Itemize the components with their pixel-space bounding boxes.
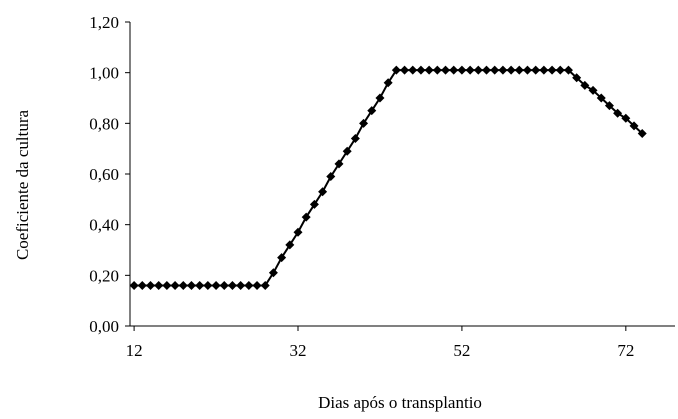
marker <box>482 65 492 75</box>
marker <box>588 85 598 95</box>
marker <box>252 280 262 290</box>
marker <box>465 65 475 75</box>
y-tick-label: 0,00 <box>89 317 119 336</box>
y-tick-label: 0,20 <box>89 266 119 285</box>
marker <box>637 128 647 138</box>
marker <box>449 65 459 75</box>
marker <box>195 280 205 290</box>
marker <box>613 108 623 118</box>
marker <box>580 80 590 90</box>
marker <box>424 65 434 75</box>
marker <box>244 280 254 290</box>
marker <box>129 280 139 290</box>
marker <box>227 280 237 290</box>
marker <box>219 280 229 290</box>
y-tick-label: 0,60 <box>89 165 119 184</box>
marker <box>359 118 369 128</box>
marker <box>162 280 172 290</box>
marker <box>596 93 606 103</box>
marker <box>375 93 385 103</box>
marker <box>260 280 270 290</box>
marker <box>342 146 352 156</box>
x-tick-label: 32 <box>290 341 307 360</box>
x-tick-label: 52 <box>453 341 470 360</box>
x-axis-title: Dias após o transplantio <box>318 393 482 412</box>
marker <box>563 65 573 75</box>
marker <box>268 268 278 278</box>
marker <box>473 65 483 75</box>
marker <box>457 65 467 75</box>
marker <box>145 280 155 290</box>
marker <box>572 73 582 83</box>
marker <box>490 65 500 75</box>
x-tick-label: 12 <box>126 341 143 360</box>
marker <box>367 106 377 116</box>
marker <box>309 199 319 209</box>
x-tick-label: 72 <box>617 341 634 360</box>
marker <box>531 65 541 75</box>
y-axis-title: Coeficiente da cultura <box>13 110 32 261</box>
marker <box>539 65 549 75</box>
marker <box>350 134 360 144</box>
marker <box>211 280 221 290</box>
marker <box>236 280 246 290</box>
marker <box>498 65 508 75</box>
marker <box>186 280 196 290</box>
marker <box>383 78 393 88</box>
marker <box>277 253 287 263</box>
marker <box>547 65 557 75</box>
y-tick-label: 0,40 <box>89 216 119 235</box>
marker <box>416 65 426 75</box>
marker <box>170 280 180 290</box>
marker <box>203 280 213 290</box>
marker <box>522 65 532 75</box>
marker <box>629 121 639 131</box>
marker <box>514 65 524 75</box>
marker <box>334 159 344 169</box>
marker <box>506 65 516 75</box>
marker <box>293 227 303 237</box>
marker <box>604 101 614 111</box>
marker <box>326 172 336 182</box>
marker <box>432 65 442 75</box>
y-tick-label: 0,80 <box>89 114 119 133</box>
marker <box>318 187 328 197</box>
marker <box>137 280 147 290</box>
marker <box>400 65 410 75</box>
marker <box>555 65 565 75</box>
marker <box>621 113 631 123</box>
marker <box>391 65 401 75</box>
marker <box>178 280 188 290</box>
line <box>134 69 643 287</box>
marker <box>154 280 164 290</box>
marker <box>408 65 418 75</box>
marker <box>285 240 295 250</box>
y-tick-label: 1,00 <box>89 64 119 83</box>
marker <box>441 65 451 75</box>
marker <box>301 212 311 222</box>
y-tick-label: 1,20 <box>89 13 119 32</box>
